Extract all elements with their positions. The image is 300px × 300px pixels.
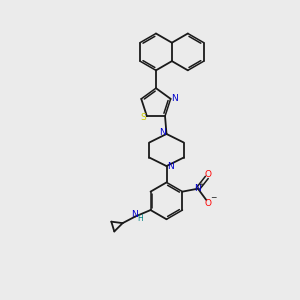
Text: N: N	[168, 162, 174, 171]
Text: −: −	[211, 193, 217, 202]
Text: S: S	[140, 113, 146, 122]
Text: O: O	[204, 199, 211, 208]
Text: N: N	[171, 94, 178, 103]
Text: N: N	[195, 184, 201, 193]
Text: O: O	[205, 170, 212, 179]
Text: N: N	[131, 210, 138, 219]
Text: H: H	[137, 214, 143, 223]
Text: +: +	[199, 182, 204, 188]
Text: N: N	[159, 128, 165, 137]
